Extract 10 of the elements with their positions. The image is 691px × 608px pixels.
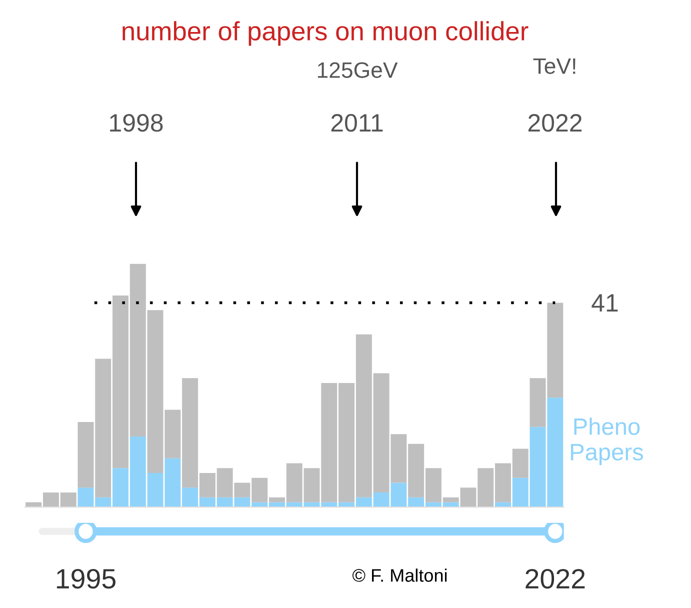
text: 2011 [331,114,383,132]
series-label: Pheno Papers [571,418,644,466]
text: 2022 [528,114,582,132]
text: © F. Maltoni [352,568,447,582]
text: 41 [592,294,618,312]
text: TeV! [533,58,576,74]
chart-title: number of papers on muon collider [122,21,528,46]
x-tick-label: 1995 [56,568,116,589]
text: 125GeV [318,62,398,78]
text: 1998 [110,114,163,132]
